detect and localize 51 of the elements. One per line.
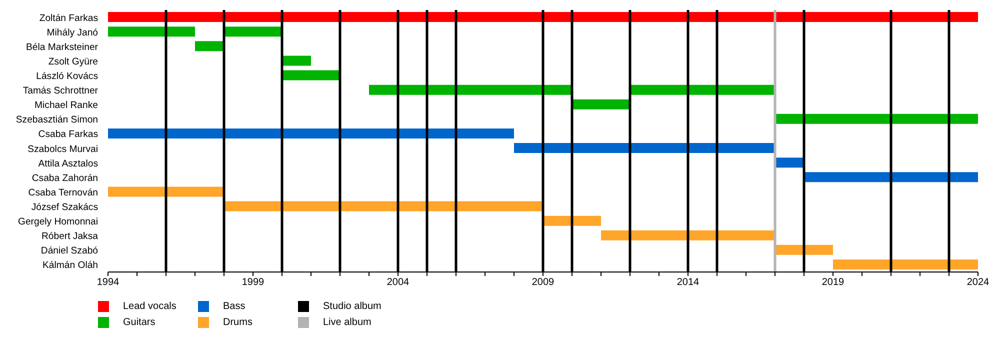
x-tick-label: 1994 xyxy=(96,277,120,288)
bar xyxy=(775,244,833,255)
bar xyxy=(224,201,543,212)
y-tick-label: Kálmán Oláh xyxy=(42,260,98,272)
legend-label: Lead vocals xyxy=(123,300,176,312)
bar xyxy=(630,84,775,95)
bar xyxy=(108,26,195,37)
y-tick-label: Gergely Homonnai xyxy=(18,216,98,228)
x-tick-label: 1999 xyxy=(242,277,265,288)
x-tick-label: 2004 xyxy=(386,277,410,288)
y-tick-label: Csaba Ternován xyxy=(28,187,98,198)
y-tick-label: Szabolcs Murvai xyxy=(28,144,98,155)
bar xyxy=(601,230,775,240)
bar xyxy=(543,216,601,226)
y-tick-label: Zoltán Farkas xyxy=(39,12,98,24)
y-tick-label: József Szakács xyxy=(31,202,98,213)
y-tick-label: Csaba Zahorán xyxy=(32,172,98,184)
bar xyxy=(514,143,775,154)
y-tick-label: Róbert Jaksa xyxy=(41,231,99,242)
bar xyxy=(108,128,514,138)
bar xyxy=(282,70,340,80)
bar xyxy=(108,186,224,197)
x-tick-label: 2009 xyxy=(532,277,555,288)
x-tick-label: 2014 xyxy=(676,277,700,288)
legend-label: Live album xyxy=(323,316,372,328)
bar xyxy=(369,84,572,95)
legend-label: Guitars xyxy=(123,316,156,328)
bar xyxy=(572,99,630,110)
y-tick-label: Csaba Farkas xyxy=(38,129,98,140)
bar xyxy=(224,26,282,37)
y-tick-label: Zsolt Gyüre xyxy=(48,56,98,68)
y-tick-label: Michael Ranke xyxy=(34,100,98,112)
bar xyxy=(195,41,224,52)
legend-label: Drums xyxy=(223,316,252,328)
legend-label: Bass xyxy=(223,300,246,312)
bar xyxy=(804,172,978,182)
y-tick-label: Dániel Szabó xyxy=(40,246,98,257)
y-tick-label: Mihály Janó xyxy=(46,27,98,38)
bar xyxy=(775,158,804,168)
y-tick-label: Tamás Schrottner xyxy=(22,86,99,97)
bar xyxy=(775,114,978,124)
x-tick-label: 2019 xyxy=(822,277,845,288)
legend-label: Studio album xyxy=(323,300,382,312)
y-tick-label: Szebasztián Simon xyxy=(16,114,98,126)
x-tick-label: 2024 xyxy=(966,277,990,288)
bar xyxy=(108,12,978,22)
y-tick-label: Attila Asztalos xyxy=(38,158,98,170)
bar xyxy=(833,259,978,270)
bar xyxy=(282,56,311,66)
y-tick-label: László Kovács xyxy=(36,71,98,82)
y-tick-label: Béla Marksteiner xyxy=(26,42,99,53)
